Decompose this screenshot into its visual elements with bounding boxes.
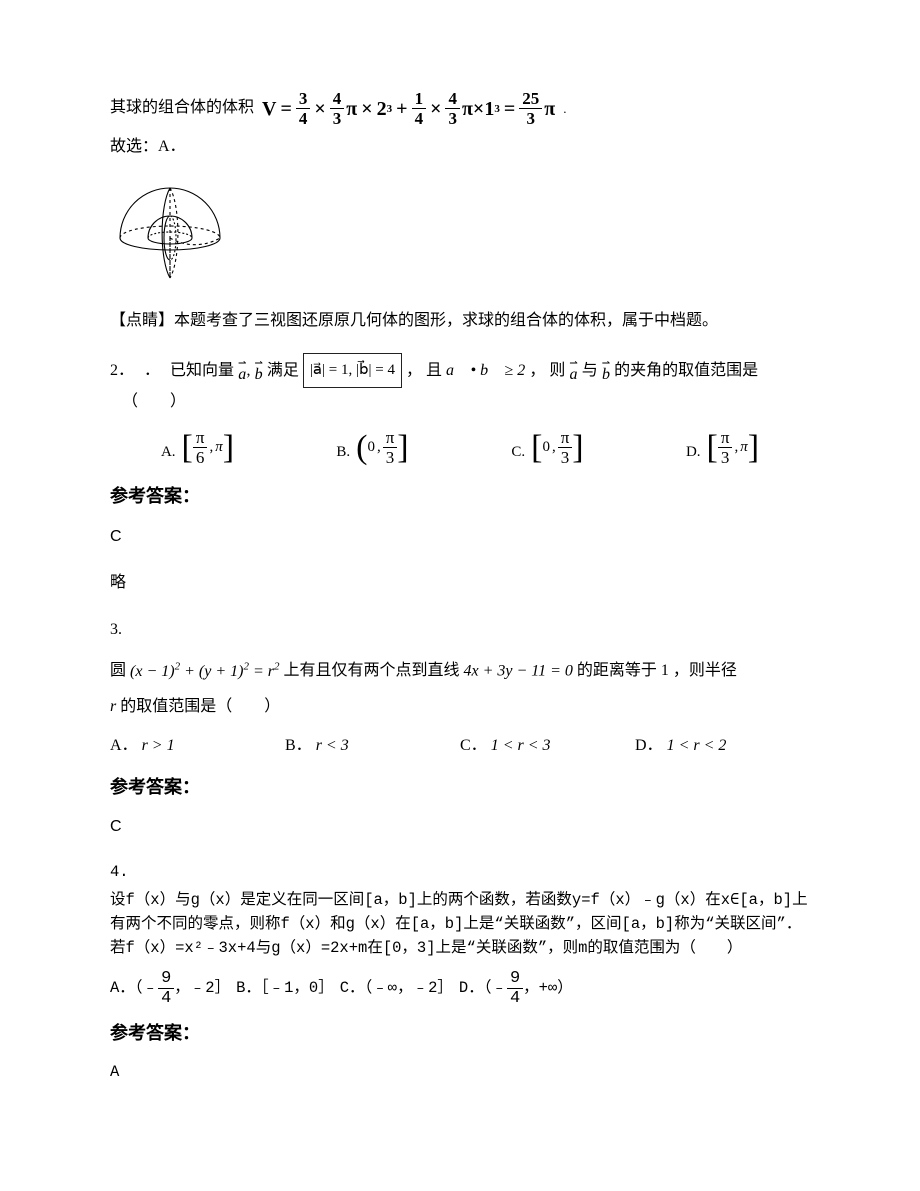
- q4-options: A．（﹣ 94 ，﹣2］ B．［﹣1，0］ C．（﹣∞，﹣2］ D．（﹣ 94 …: [110, 970, 810, 1007]
- q3-option-b: B．r < 3: [285, 732, 460, 761]
- q2-option-a: A. [ π6 , π ]: [110, 429, 285, 466]
- q2-options: A. [ π6 , π ] B. ( 0 , π3 ] C. [ 0: [110, 429, 810, 466]
- abs-box: |a⃗| = 1, |b⃗| = 4: [303, 353, 402, 388]
- answer-4: A: [110, 1060, 810, 1084]
- q3-option-d: D．1 < r < 2: [635, 732, 810, 761]
- q3-line: 圆 (x − 1)2 + (y + 1)2 = r2 上有且仅有两个点到直线 4…: [110, 653, 810, 724]
- answer-2-brief: 略: [110, 569, 810, 598]
- hence-select: 故选：A．: [110, 133, 810, 162]
- q4-body: 设f（x）与g（x）是定义在同一区间[a，b]上的两个函数，若函数y=f（x）﹣…: [110, 888, 810, 960]
- volume-suffix: .: [563, 97, 566, 120]
- q3-num: 3.: [110, 616, 810, 645]
- q3-option-a: A．r > 1: [110, 732, 285, 761]
- q2-line: 2． ． 已知向量 ⇀a, ⇀b 满足 |a⃗| = 1, |b⃗| = 4 ，…: [110, 362, 758, 411]
- answer-header-3: 参考答案：: [110, 771, 810, 803]
- answer-header-2: 参考答案：: [110, 480, 810, 512]
- remark-text: 【点睛】本题考查了三视图还原原几何体的图形，求球的组合体的体积，属于中档题。: [110, 307, 810, 336]
- q2-option-c: C. [ 0 , π3 ]: [460, 429, 635, 466]
- answer-2: C: [110, 523, 810, 552]
- q2-option-d: D. [ π3 , π ]: [635, 429, 810, 466]
- sphere-diagram: [110, 168, 810, 299]
- q3-options: A．r > 1 B．r < 3 C．1 < r < 3 D．1 < r < 2: [110, 732, 810, 761]
- q3-eq2: 4x + 3y − 11 = 0: [463, 663, 572, 680]
- q2-option-b: B. ( 0 , π3 ]: [285, 429, 460, 466]
- vec-b-icon: ⇀b: [254, 360, 262, 382]
- q3-eq1: (x − 1)2 + (y + 1)2 = r2: [130, 663, 283, 680]
- answer-header-4: 参考答案：: [110, 1017, 810, 1049]
- volume-prefix: 其球的组合体的体积: [110, 94, 254, 123]
- volume-equation: V = 34 × 43 π × 23 + 14 × 43 π×13 = 253 …: [262, 90, 555, 127]
- q3-option-c: C．1 < r < 3: [460, 732, 635, 761]
- volume-formula-row: 其球的组合体的体积 V = 34 × 43 π × 23 + 14 × 43 π…: [110, 90, 810, 127]
- q4-num: 4.: [110, 860, 810, 884]
- answer-3: C: [110, 813, 810, 842]
